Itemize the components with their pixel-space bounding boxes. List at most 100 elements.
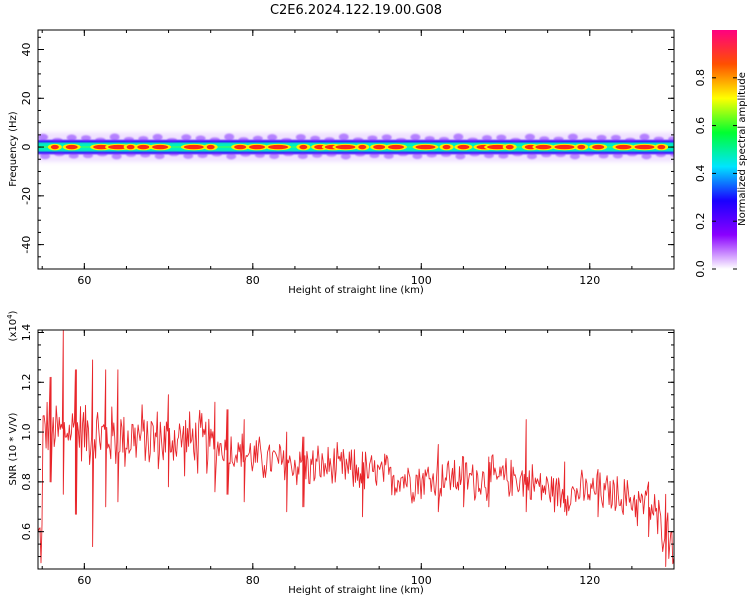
spectrogram-fringe-lower (526, 153, 537, 160)
spectrogram-hotspot (457, 144, 470, 150)
spectrogram-fringe-upper (496, 134, 507, 141)
spectrogram-fringe-lower (627, 152, 638, 157)
snr-frame (37, 329, 675, 570)
spectrogram-fringe-lower (498, 152, 509, 159)
spectrogram-fringe-lower (297, 152, 308, 160)
snr-multiplier-exponent: 4 (6, 314, 14, 319)
spectrogram-fringe-upper (396, 137, 407, 142)
spectrogram-y-tick-label: 0 (20, 144, 33, 151)
spectrogram-y-tick-label: -40 (20, 236, 33, 254)
spectrogram-fringe-lower (512, 152, 523, 157)
spectrogram-fringe-upper (181, 134, 192, 141)
spectrogram-fringe-upper (453, 133, 464, 141)
spectrogram-hotspot (65, 144, 78, 150)
snr-x-tick-label: 120 (579, 574, 600, 587)
snr-y-tick-label: 1.2 (20, 374, 33, 392)
spectrogram-y-tick-label: 20 (20, 91, 33, 105)
spectrogram-ticks: 60 80 100 120 40 20 0 -20 -40 (20, 30, 675, 287)
spectrogram-hotspot (137, 144, 150, 150)
snr-panel: 60 80 100 120 1.4 1.2 1.0 0.8 0.6 Height of stra… (6, 310, 675, 596)
snr-x-tick-label: 60 (77, 574, 91, 587)
spectrogram-fringe-upper (353, 137, 364, 142)
snr-plot-area (38, 330, 674, 567)
spectrogram-x-tick-label: 60 (77, 274, 91, 287)
spectrogram-hotspot (152, 144, 169, 150)
spectrogram-fringe-upper (295, 134, 306, 141)
snr-y-tick-label: 0.6 (20, 523, 33, 541)
spectrogram-fringe-upper (195, 135, 206, 142)
spectrogram-hotspot (505, 144, 514, 150)
spectrogram-panel: 60 80 100 120 40 20 0 -20 -40 Height of straight… (8, 29, 675, 296)
spectrogram-fringe-lower (111, 153, 122, 160)
colorbar-label: Normalized spectral amplitude (737, 72, 748, 226)
spectrogram-fringe-upper (582, 137, 593, 142)
spectrogram-fringe-upper (639, 133, 650, 141)
spectrogram-frame (37, 29, 675, 270)
spectrogram-fringe-lower (469, 152, 480, 157)
spectrogram-fringe-lower (569, 153, 580, 160)
spectrogram-fringe-upper (424, 136, 435, 142)
spectrogram-fringe-lower (398, 152, 409, 157)
spectrogram-fringe-upper (653, 136, 664, 142)
spectrogram-fringe-lower (441, 152, 452, 157)
spectrogram-fringe-lower (355, 152, 366, 157)
spectrogram-fringe-lower (655, 152, 666, 158)
spectrogram-fringe-lower (40, 153, 51, 160)
spectrogram-hotspot (206, 144, 215, 150)
spectrogram-hotspot (108, 144, 129, 150)
spectrogram-hotspot (487, 144, 508, 150)
spectrogram-hotspot (358, 144, 367, 150)
spectrogram-x-tick-label: 100 (411, 274, 432, 287)
spectrogram-fringe-lower (211, 152, 222, 157)
colorbar-tick-label: 0.4 (694, 165, 707, 183)
spectrogram-fringe-upper (209, 137, 220, 142)
spectrogram-fringe-upper (152, 133, 163, 141)
spectrogram-fringe-upper (439, 136, 450, 142)
spectrogram-hotspot (183, 144, 204, 150)
colorbar: 0.0 0.2 0.4 0.6 0.8 Normalized spectral ampl… (694, 30, 748, 278)
spectrogram-fringe-upper (267, 134, 278, 141)
snr-y-tick-label: 0.8 (20, 473, 33, 491)
spectrogram-fringe-lower (240, 152, 251, 157)
spectrogram-fringe-upper (224, 133, 235, 141)
spectrogram-fringe-lower (598, 152, 609, 159)
spectrogram-fringe-lower (612, 152, 623, 159)
spectrogram-fringe-lower (412, 152, 423, 160)
snr-y-tick-label: 1.4 (20, 324, 33, 342)
spectrogram-hotspot (634, 144, 655, 150)
spectrogram-y-axis-label: Frequency (Hz) (8, 111, 19, 187)
spectrogram-fringe-upper (367, 135, 378, 142)
spectrogram-fringe-upper (123, 136, 134, 142)
spectrogram-fringe-lower (254, 152, 265, 158)
spectrogram-fringe-lower (140, 152, 151, 158)
spectrogram-fringe-lower (226, 153, 237, 160)
spectrogram-hotspot (592, 144, 605, 150)
snr-multiplier-base: (x10 (8, 319, 19, 342)
spectrogram-fringe-upper (109, 133, 120, 141)
spectrogram-hotspot (373, 144, 386, 150)
spectrogram-fringe-lower (54, 152, 65, 157)
spectrogram-hotspot (234, 144, 247, 150)
spectrogram-y-tick-label: -20 (20, 187, 33, 205)
spectrogram-fringe-lower (541, 152, 552, 158)
spectrogram-fringe-lower (197, 152, 208, 158)
spectrogram-plot-area (38, 132, 674, 162)
spectrogram-fringe-lower (125, 152, 136, 157)
spectrogram-fringe-upper (95, 137, 106, 142)
spectrogram-fringe-upper (66, 134, 77, 141)
spectrogram-fringe-lower (641, 153, 652, 160)
spectrogram-fringe-upper (381, 134, 392, 141)
spectrogram-hotspot (299, 144, 308, 150)
spectrogram-fringe-upper (467, 137, 478, 142)
spectrogram-fringe-lower (584, 152, 595, 157)
spectrogram-hotspot (554, 144, 575, 150)
spectrogram-fringe-lower (483, 152, 494, 159)
snr-multiplier-close: ) (8, 310, 19, 314)
spectrogram-fringe-upper (138, 136, 149, 142)
spectrogram-fringe-upper (510, 137, 521, 142)
snr-x-tick-label: 100 (411, 574, 432, 587)
spectrogram-fringe-lower (168, 152, 179, 157)
spectrogram-fringe-lower (369, 152, 380, 158)
spectrogram-fringe-upper (252, 135, 263, 142)
colorbar-scale (712, 30, 737, 269)
